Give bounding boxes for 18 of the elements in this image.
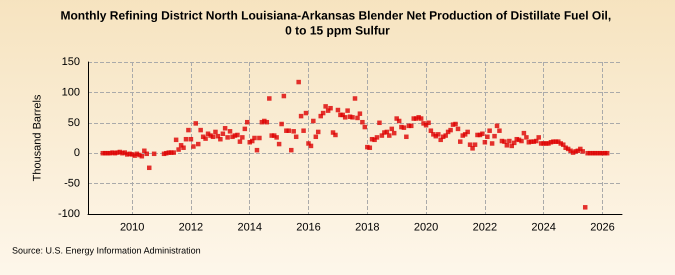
source-note: Source: U.S. Energy Information Administration bbox=[12, 246, 201, 256]
x-tick-label: 2018 bbox=[355, 222, 380, 234]
y-axis-title: Thousand Barrels bbox=[32, 94, 44, 182]
x-tick-label: 2010 bbox=[120, 222, 144, 234]
x-tick-label: 2012 bbox=[178, 222, 204, 234]
y-tick-label: 100 bbox=[62, 86, 80, 98]
x-tick-label: 2016 bbox=[296, 222, 321, 234]
x-tick-label: 2026 bbox=[590, 222, 615, 234]
y-tick-label: 150 bbox=[62, 56, 80, 68]
x-tick-label: 2014 bbox=[238, 222, 262, 234]
y-tick-label: -100 bbox=[58, 208, 80, 220]
chart-title: Monthly Refining District North Louisiana-Arkansas Blender Net Production of Distillate Fuel Oil, 0 to 15 ppm Sulfur bbox=[60, 8, 615, 38]
x-tick-label: 2020 bbox=[414, 222, 438, 234]
y-tick-label: 0 bbox=[74, 147, 80, 160]
x-tick-label: 2022 bbox=[472, 222, 498, 234]
y-tick-label: -50 bbox=[64, 178, 80, 190]
x-tick-label: 2024 bbox=[531, 222, 556, 234]
y-tick-label: 50 bbox=[68, 116, 80, 129]
